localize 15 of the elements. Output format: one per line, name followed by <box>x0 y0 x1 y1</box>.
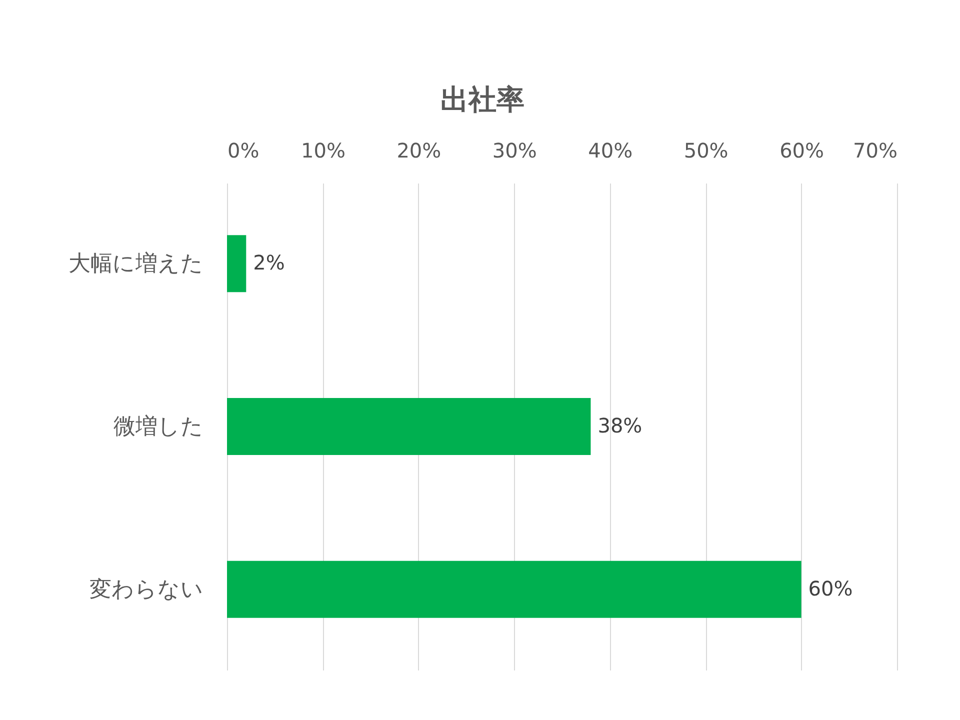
y-tick-label: 大幅に増えた <box>68 252 204 277</box>
x-tick-label: 0% <box>228 138 260 162</box>
data-label: 60% <box>808 576 853 600</box>
x-tick-label: 10% <box>300 138 346 162</box>
data-label: 38% <box>598 414 642 438</box>
x-tick-label: 70% <box>853 138 898 162</box>
x-tick-label: 60% <box>780 138 824 162</box>
y-tick-label: 変わらない <box>90 577 204 602</box>
x-tick-label: 40% <box>588 138 633 162</box>
chart-title: 出社率 <box>440 83 524 116</box>
x-tick-label: 50% <box>684 138 728 162</box>
x-tick-label: 30% <box>492 138 537 162</box>
data-label: 2% <box>253 250 285 275</box>
y-tick-label: 微増した <box>114 414 204 440</box>
x-tick-label: 20% <box>396 138 442 162</box>
